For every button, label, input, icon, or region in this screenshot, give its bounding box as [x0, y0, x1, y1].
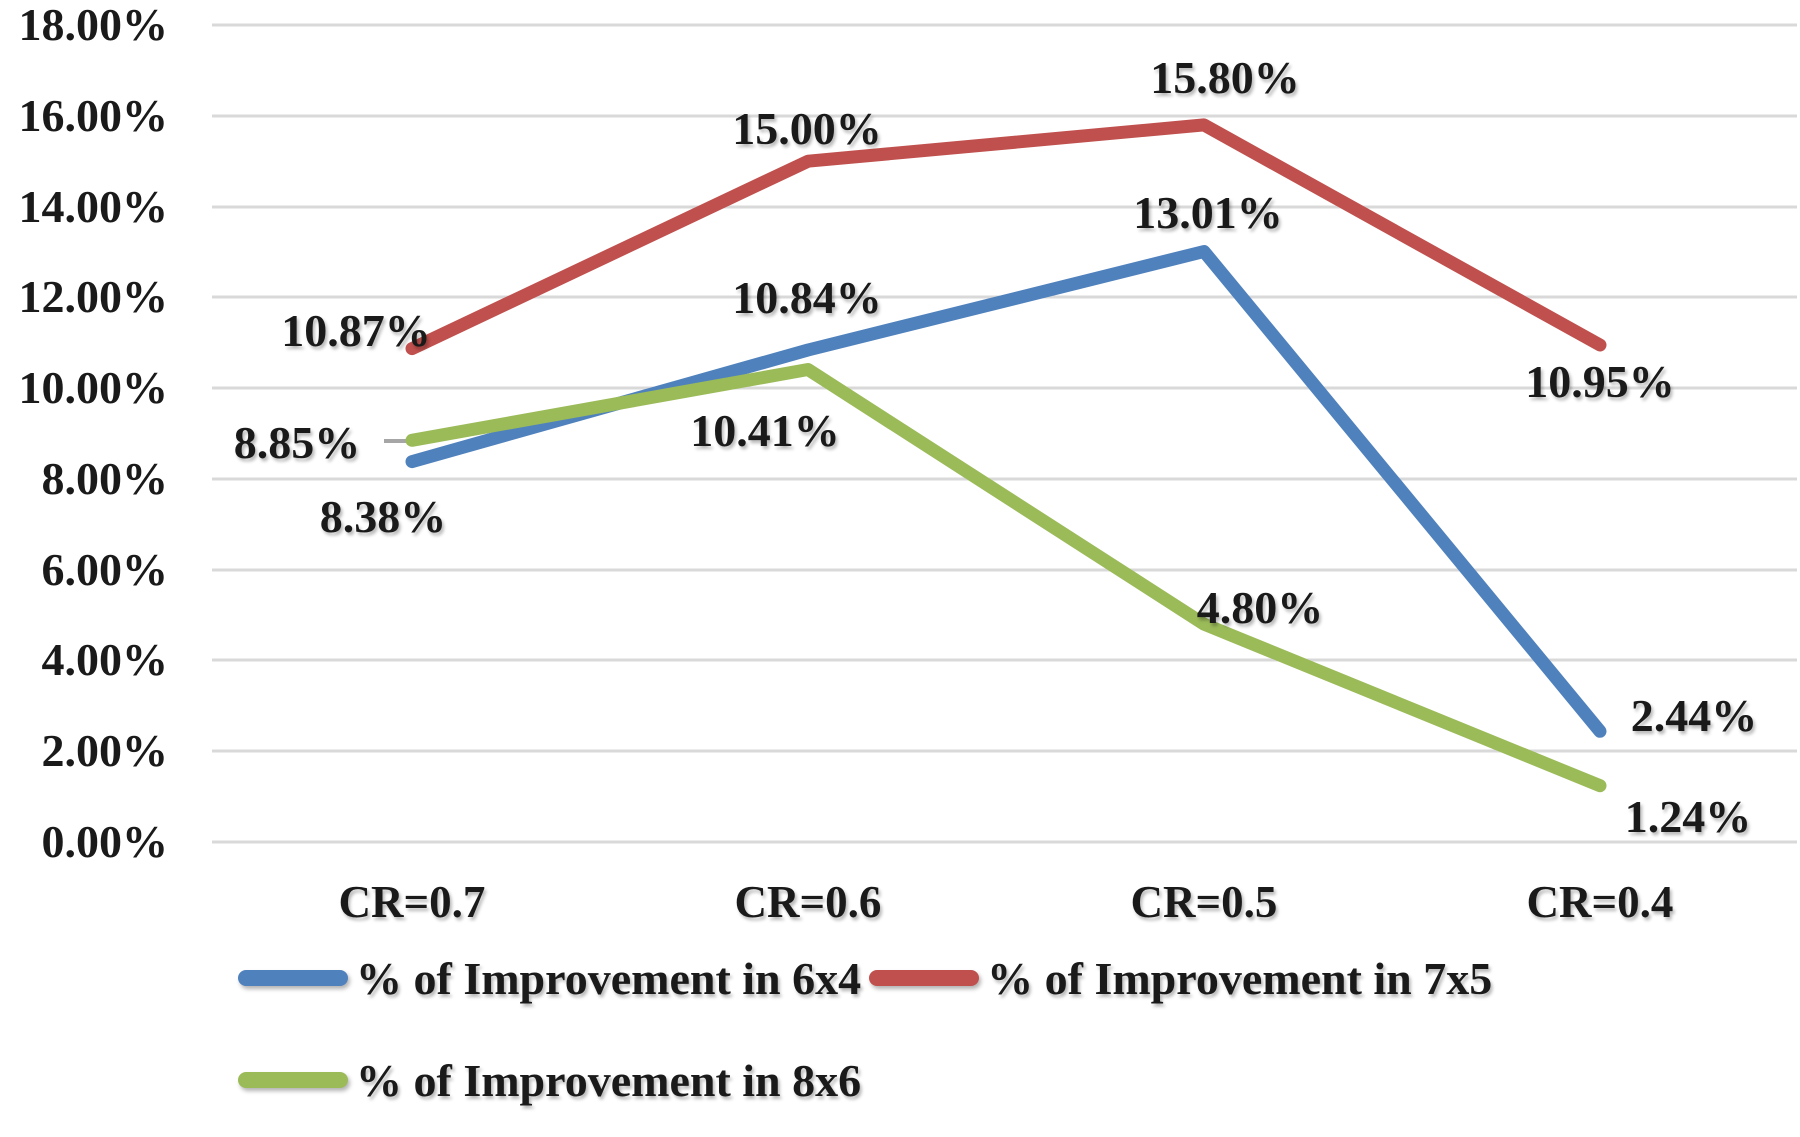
legend-label-8x6: % of Improvement in 8x6 — [356, 1054, 862, 1106]
data-label: 10.95% — [1525, 356, 1675, 407]
legend-swatch-8x6 — [238, 1072, 348, 1088]
legend-item-8x6: % of Improvement in 8x6 — [238, 1048, 861, 1112]
y-axis-tick-label: 0.00% — [41, 816, 169, 867]
data-label: 13.01% — [1133, 187, 1283, 238]
legend-item-7x5: % of Improvement in 7x5 — [869, 946, 1492, 1010]
legend: % of Improvement in 6x4 % of Improvement… — [238, 946, 1798, 1112]
y-axis-tick-label: 14.00% — [18, 181, 169, 232]
legend-swatch-7x5 — [869, 970, 980, 986]
data-label: 10.41% — [690, 405, 840, 456]
y-axis-tick-label: 16.00% — [18, 90, 169, 141]
x-axis-category-label: CR=0.4 — [1526, 877, 1674, 927]
y-axis-tick-label: 8.00% — [41, 453, 169, 504]
data-label: 10.87% — [281, 305, 431, 356]
y-axis-tick-label: 12.00% — [18, 271, 169, 322]
data-label: 2.44% — [1630, 690, 1758, 741]
data-label: 8.85% — [233, 417, 361, 468]
x-axis-category-label: CR=0.5 — [1130, 877, 1278, 927]
data-label: 1.24% — [1624, 791, 1752, 842]
series-line-7x5 — [405, 118, 1607, 356]
legend-swatch-6x4 — [238, 970, 348, 986]
legend-item-6x4: % of Improvement in 6x4 — [238, 946, 861, 1010]
data-label: 8.38% — [319, 491, 447, 542]
data-label: 10.84% — [732, 272, 882, 323]
series-line-8x6 — [405, 363, 1607, 793]
data-label: 15.80% — [1150, 52, 1300, 103]
legend-label-6x4: % of Improvement in 6x4 — [356, 952, 862, 1004]
legend-label-7x5: % of Improvement in 7x5 — [987, 952, 1493, 1004]
y-axis-tick-label: 18.00% — [18, 0, 169, 50]
data-label: 15.00% — [732, 103, 882, 154]
y-axis-tick-label: 2.00% — [41, 725, 169, 776]
y-axis-tick-label: 6.00% — [41, 544, 169, 595]
y-axis-tick-label: 10.00% — [18, 362, 169, 413]
data-label: 4.80% — [1196, 582, 1324, 633]
x-axis-category-label: CR=0.6 — [734, 877, 882, 927]
x-axis-category-label: CR=0.7 — [338, 877, 486, 927]
y-axis-tick-label: 4.00% — [41, 634, 169, 685]
